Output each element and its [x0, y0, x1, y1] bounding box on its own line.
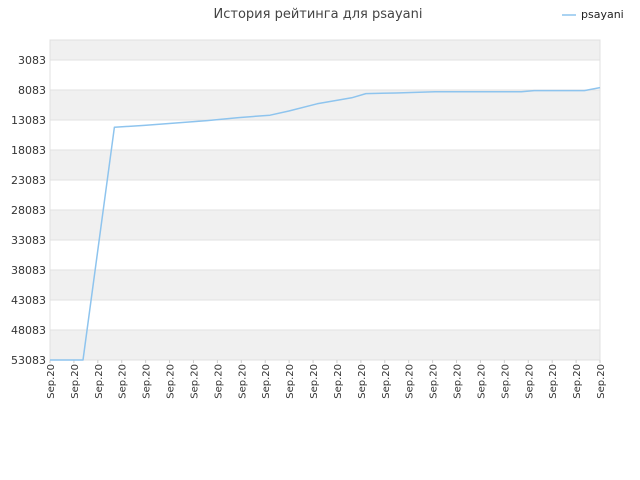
y-axis: 3083 8083 13083 18083 23083 28083 33083 38083 43… [11, 54, 46, 367]
chart-title: История рейтинга для psayani [214, 7, 423, 22]
grid-band [50, 240, 600, 270]
x-tick-label: Sep.20 [333, 364, 344, 399]
x-tick-label: Sep.20 [261, 364, 272, 399]
x-tick-label: Sep.20 [118, 364, 129, 399]
y-tick-label: 28083 [11, 204, 46, 217]
grid-band [50, 300, 600, 330]
grid-band [50, 60, 600, 90]
grid-band [50, 210, 600, 240]
x-tick-label: Sep.20 [524, 364, 535, 399]
grid-band [50, 90, 600, 120]
x-tick-label: Sep.20 [70, 364, 81, 399]
grid-band [50, 270, 600, 300]
grid-band [50, 180, 600, 210]
plot-border [49, 39, 601, 361]
x-axis: Sep.20 Sep.20 Sep.20 Sep.20 Sep.20 Sep.20 Sep.… [46, 360, 607, 399]
x-tick-label: Sep.20 [381, 364, 392, 399]
grid-bands [50, 40, 600, 360]
x-tick-label: Sep.20 [46, 364, 57, 399]
grid-band [50, 40, 600, 60]
x-tick-label: Sep.20 [596, 364, 607, 399]
series-line-psayani [50, 86, 601, 361]
y-tick-label: 48083 [11, 324, 46, 337]
x-tick-label: Sep.20 [309, 364, 320, 399]
x-tick-label: Sep.20 [237, 364, 248, 399]
grid-band [50, 330, 600, 360]
x-tick-label: Sep.20 [94, 364, 105, 399]
x-tick-label: Sep.20 [453, 364, 464, 399]
legend: psayani [562, 8, 624, 21]
x-tick-label: Sep.20 [500, 364, 511, 399]
series-lines [50, 86, 601, 361]
x-tick-label: Sep.20 [142, 364, 153, 399]
y-tick-label: 53083 [11, 354, 46, 367]
x-tick-label: Sep.20 [285, 364, 296, 399]
grid-band [50, 120, 600, 150]
x-tick-label: Sep.20 [189, 364, 200, 399]
x-tick-label: Sep.20 [357, 364, 368, 399]
x-tick-label: Sep.20 [476, 364, 487, 399]
grid-band [50, 150, 600, 180]
y-tick-label: 23083 [11, 174, 46, 187]
y-tick-label: 3083 [18, 54, 46, 67]
x-tick-label: Sep.20 [405, 364, 416, 399]
y-tick-label: 38083 [11, 264, 46, 277]
y-tick-label: 8083 [18, 84, 46, 97]
y-tick-label: 13083 [11, 114, 46, 127]
y-tick-label: 33083 [11, 234, 46, 247]
y-tick-label: 43083 [11, 294, 46, 307]
x-tick-label: Sep.20 [572, 364, 583, 399]
x-tick-label: Sep.20 [429, 364, 440, 399]
x-tick-label: Sep.20 [213, 364, 224, 399]
y-tick-label: 18083 [11, 144, 46, 157]
legend-label: psayani [581, 8, 624, 21]
x-tick-label: Sep.20 [166, 364, 177, 399]
x-tick-label: Sep.20 [548, 364, 559, 399]
